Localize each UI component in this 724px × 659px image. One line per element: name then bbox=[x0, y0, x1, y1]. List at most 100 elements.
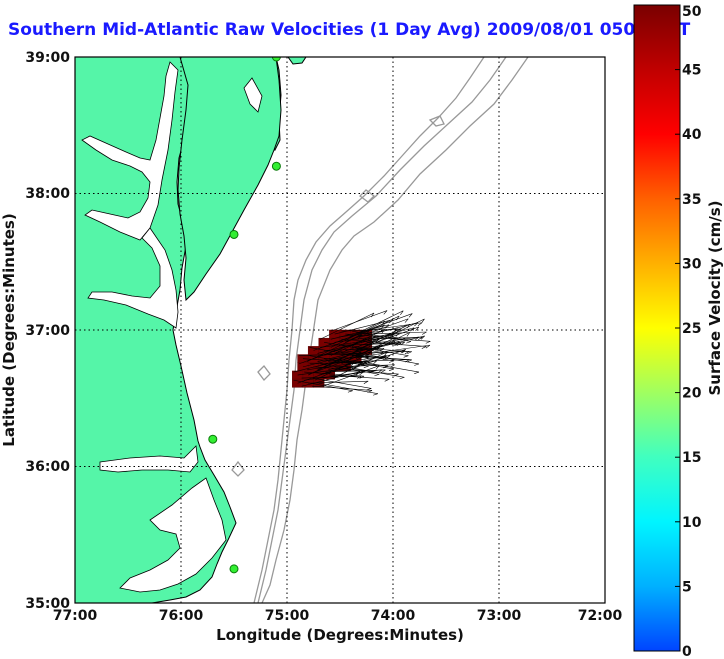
velocity-vector-head bbox=[388, 368, 394, 371]
bay-lower-channel bbox=[87, 227, 179, 329]
x-axis: 77:00 76:00 75:00 74:00 73:00 72:00 Long… bbox=[53, 608, 623, 644]
velocity-vector-head bbox=[404, 318, 409, 323]
velocity-vector bbox=[330, 324, 389, 340]
colorbar-tick-label: 20 bbox=[682, 386, 702, 402]
velocity-vector bbox=[349, 359, 410, 362]
velocity-vector-head bbox=[363, 380, 369, 384]
velocity-vector-head bbox=[414, 371, 420, 374]
colorbar-tick-label: 45 bbox=[682, 63, 701, 79]
velocity-vector-head bbox=[376, 346, 381, 351]
velocity-vector-head bbox=[396, 328, 402, 332]
velocity-vector-head bbox=[391, 332, 396, 337]
velocity-vector-head bbox=[390, 364, 395, 368]
velocity-vector-head bbox=[373, 393, 378, 396]
velocity-vector bbox=[314, 353, 369, 381]
delmarva-inlet bbox=[243, 77, 263, 113]
velocity-vector bbox=[362, 336, 423, 340]
velocity-vector-head bbox=[366, 337, 371, 343]
velocity-vector bbox=[322, 365, 380, 387]
velocity-vector-head bbox=[380, 324, 385, 329]
colorbar-tick-label: 5 bbox=[682, 579, 692, 595]
colorbar-tick-label: 35 bbox=[682, 192, 701, 208]
velocity-vector bbox=[308, 380, 369, 384]
velocity-vector-head bbox=[365, 353, 369, 359]
station-marker bbox=[271, 161, 281, 171]
velocity-vector bbox=[293, 357, 352, 373]
colorbar-label: Surface Velocity (cm/s) bbox=[706, 200, 724, 395]
velocity-vector bbox=[362, 326, 419, 348]
colorbar-tick-label: 15 bbox=[682, 450, 701, 466]
velocity-vector-head bbox=[381, 329, 385, 334]
velocity-vector bbox=[314, 351, 372, 373]
x-tick-label: 75:00 bbox=[265, 608, 310, 624]
velocity-vector-head bbox=[347, 390, 353, 393]
velocity-vector bbox=[304, 371, 364, 381]
y-tick-label: 39:00 bbox=[25, 50, 70, 66]
velocity-vector bbox=[370, 318, 425, 346]
velocity-vector bbox=[330, 320, 385, 348]
albemarle-sound bbox=[99, 445, 199, 473]
colorbar-tick-label: 0 bbox=[682, 644, 692, 659]
velocity-vector bbox=[320, 363, 380, 375]
velocity-vector bbox=[349, 349, 406, 371]
chesapeake-bay bbox=[81, 61, 179, 241]
velocity-vector-head bbox=[366, 329, 371, 334]
velocity-vector-head bbox=[425, 341, 431, 344]
velocity-vector bbox=[351, 318, 409, 340]
station-markers bbox=[208, 57, 281, 574]
velocity-vector bbox=[318, 360, 378, 376]
velocity-vector-head bbox=[381, 320, 385, 326]
x-tick-label: 73:00 bbox=[477, 608, 522, 624]
velocity-vector-head bbox=[400, 310, 404, 316]
map-title: Southern Mid-Atlantic Raw Velocities (1 … bbox=[8, 20, 691, 40]
velocity-vector bbox=[329, 374, 390, 380]
station-marker bbox=[229, 229, 239, 239]
y-axis: 39:00 38:00 37:00 36:00 35:00 Latitude (… bbox=[0, 50, 70, 612]
pamlico-sound bbox=[119, 477, 227, 593]
velocity-vector-head bbox=[350, 362, 355, 367]
velocity-vector-head bbox=[406, 341, 412, 344]
velocity-vector-head bbox=[388, 360, 394, 363]
velocity-vector-head bbox=[425, 344, 431, 349]
map-grid bbox=[75, 57, 605, 603]
velocity-vector-head bbox=[418, 336, 423, 340]
velocity-vector bbox=[325, 369, 386, 373]
velocity-vector-head bbox=[374, 373, 380, 377]
velocity-vector-head bbox=[404, 359, 410, 363]
velocity-vector-head bbox=[407, 359, 412, 363]
velocity-vector bbox=[306, 335, 361, 362]
velocity-vector-head bbox=[358, 348, 363, 353]
velocity-vector bbox=[312, 377, 372, 389]
bathymetry-contours bbox=[231, 57, 529, 603]
velocity-vector bbox=[359, 361, 420, 373]
velocity-vector bbox=[355, 332, 410, 359]
velocity-vector-head bbox=[407, 351, 412, 355]
y-tick-label: 36:00 bbox=[25, 459, 70, 475]
velocity-vector-head bbox=[395, 340, 400, 345]
velocity-vector bbox=[330, 329, 385, 356]
delmarva-peninsula bbox=[177, 57, 282, 302]
velocity-vector-head bbox=[385, 355, 391, 359]
velocity-vector bbox=[302, 352, 362, 368]
velocity-vector bbox=[293, 379, 353, 391]
velocity-vector-head bbox=[408, 313, 413, 318]
velocity-vector bbox=[322, 369, 383, 379]
delaware-bay-shore bbox=[287, 57, 307, 65]
velocity-vector-head bbox=[422, 331, 427, 335]
colorbar-tick-label: 40 bbox=[682, 127, 702, 143]
velocity-vector-head bbox=[363, 365, 369, 368]
plot-frame bbox=[74, 56, 606, 604]
x-axis-label: Longitude (Degrees:Minutes) bbox=[216, 626, 464, 644]
velocity-vector bbox=[370, 344, 430, 354]
velocity-vector bbox=[333, 351, 388, 379]
x-tick-label: 72:00 bbox=[578, 608, 623, 624]
velocity-vector bbox=[345, 366, 405, 378]
velocity-vector-head bbox=[370, 312, 375, 318]
y-axis-label: Latitude (Degrees:Minutes) bbox=[0, 213, 18, 446]
x-tick-label: 76:00 bbox=[159, 608, 204, 624]
y-tick-label: 35:00 bbox=[25, 596, 70, 612]
velocity-vector bbox=[362, 322, 422, 332]
velocity-vector bbox=[328, 355, 387, 371]
